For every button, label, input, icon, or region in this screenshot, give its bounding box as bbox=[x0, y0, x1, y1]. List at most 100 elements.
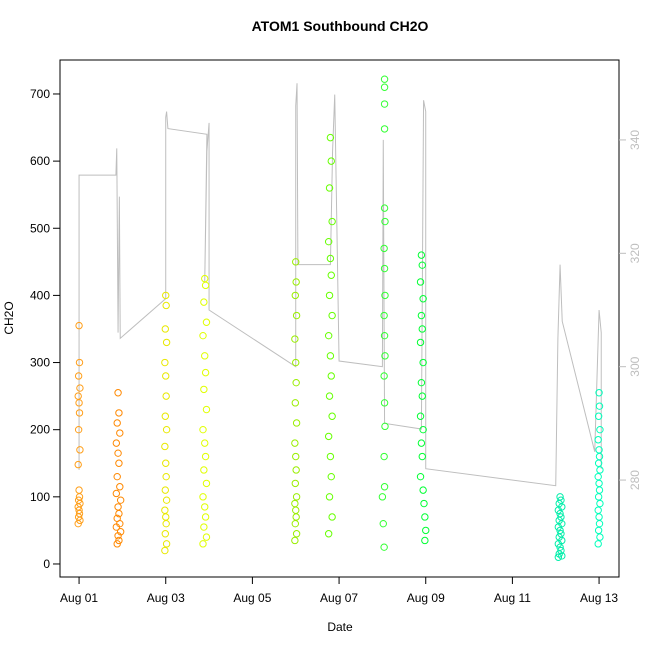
data-point bbox=[378, 493, 387, 501]
data-point bbox=[291, 291, 299, 300]
data-point bbox=[201, 452, 210, 461]
data-point bbox=[199, 540, 207, 548]
data-point bbox=[199, 331, 207, 340]
data-point bbox=[380, 125, 389, 133]
data-point bbox=[162, 372, 170, 380]
data-point bbox=[326, 254, 335, 263]
data-point bbox=[202, 318, 211, 326]
data-point bbox=[380, 399, 389, 407]
data-point bbox=[161, 358, 169, 367]
data-point bbox=[554, 553, 563, 561]
data-point bbox=[292, 506, 300, 514]
data-point bbox=[380, 311, 388, 320]
data-point bbox=[381, 422, 389, 431]
data-point bbox=[292, 311, 301, 320]
data-point bbox=[200, 385, 208, 394]
data-point bbox=[291, 335, 299, 343]
data-point bbox=[162, 392, 170, 400]
data-point bbox=[161, 325, 170, 333]
data-point bbox=[76, 384, 84, 392]
data-point bbox=[326, 352, 335, 360]
data-point bbox=[325, 184, 334, 192]
y-tick-label: 200 bbox=[30, 423, 50, 437]
data-point bbox=[380, 264, 389, 273]
data-point bbox=[419, 486, 427, 494]
data-point bbox=[75, 321, 83, 330]
data-point bbox=[161, 506, 169, 514]
data-point bbox=[162, 472, 170, 481]
data-point bbox=[380, 100, 389, 108]
data-point bbox=[328, 513, 336, 521]
data-point bbox=[202, 479, 211, 488]
data-point bbox=[379, 519, 387, 528]
data-point bbox=[201, 281, 210, 290]
y-tick-label: 100 bbox=[30, 490, 50, 504]
data-point bbox=[74, 425, 83, 434]
data-point bbox=[596, 499, 604, 508]
data-point bbox=[594, 412, 603, 420]
data-point bbox=[326, 452, 335, 461]
data-point bbox=[74, 372, 83, 380]
data-point bbox=[113, 419, 121, 427]
data-point bbox=[327, 157, 335, 165]
y2-tick-label: 300 bbox=[628, 356, 642, 376]
data-point bbox=[200, 523, 208, 531]
data-point bbox=[324, 237, 333, 246]
data-point bbox=[162, 291, 170, 300]
data-point bbox=[162, 459, 170, 467]
data-point bbox=[75, 358, 84, 367]
data-point bbox=[116, 429, 124, 437]
data-point bbox=[161, 486, 170, 494]
y-tick-label: 500 bbox=[30, 221, 50, 235]
data-point bbox=[74, 460, 82, 469]
data-point bbox=[596, 425, 604, 434]
y-tick-label: 300 bbox=[30, 356, 50, 370]
data-point bbox=[328, 311, 336, 320]
data-point bbox=[161, 546, 169, 555]
data-point bbox=[324, 331, 333, 340]
x-tick-label: Aug 05 bbox=[233, 591, 271, 605]
data-point bbox=[201, 503, 209, 511]
data-point bbox=[291, 536, 299, 545]
data-point bbox=[595, 452, 604, 461]
data-point bbox=[74, 503, 82, 511]
data-point bbox=[380, 452, 388, 461]
data-point bbox=[327, 271, 335, 279]
data-point bbox=[199, 493, 207, 501]
data-point bbox=[324, 432, 333, 441]
data-point bbox=[594, 459, 603, 467]
data-point bbox=[594, 436, 602, 444]
data-point bbox=[380, 83, 389, 91]
data-point bbox=[327, 472, 335, 481]
data-point bbox=[381, 291, 389, 300]
x-tick-label: Aug 07 bbox=[320, 591, 358, 605]
data-point bbox=[417, 378, 426, 387]
data-point bbox=[201, 352, 209, 360]
data-point bbox=[325, 392, 334, 400]
data-point bbox=[327, 372, 335, 380]
x-tick-label: Aug 03 bbox=[147, 591, 185, 605]
data-point bbox=[112, 489, 121, 498]
data-point bbox=[291, 479, 299, 488]
data-point bbox=[595, 402, 604, 410]
y2-tick-label: 340 bbox=[628, 130, 642, 150]
data-point bbox=[200, 466, 208, 474]
data-point bbox=[74, 519, 82, 528]
y-tick-label: 700 bbox=[30, 87, 50, 101]
y-tick-label: 0 bbox=[43, 557, 50, 571]
data-point bbox=[75, 409, 84, 417]
data-point bbox=[162, 519, 170, 528]
data-point bbox=[416, 278, 425, 286]
y-tick-label: 600 bbox=[30, 154, 50, 168]
data-point bbox=[324, 530, 333, 538]
data-point bbox=[161, 530, 170, 538]
data-point bbox=[417, 439, 426, 447]
data-point bbox=[162, 540, 171, 548]
data-point bbox=[200, 298, 208, 306]
data-point bbox=[113, 540, 121, 548]
x-axis-label: Date bbox=[327, 620, 353, 634]
data-point bbox=[161, 412, 170, 420]
data-point bbox=[328, 217, 336, 226]
y-tick-label: 400 bbox=[30, 288, 50, 302]
